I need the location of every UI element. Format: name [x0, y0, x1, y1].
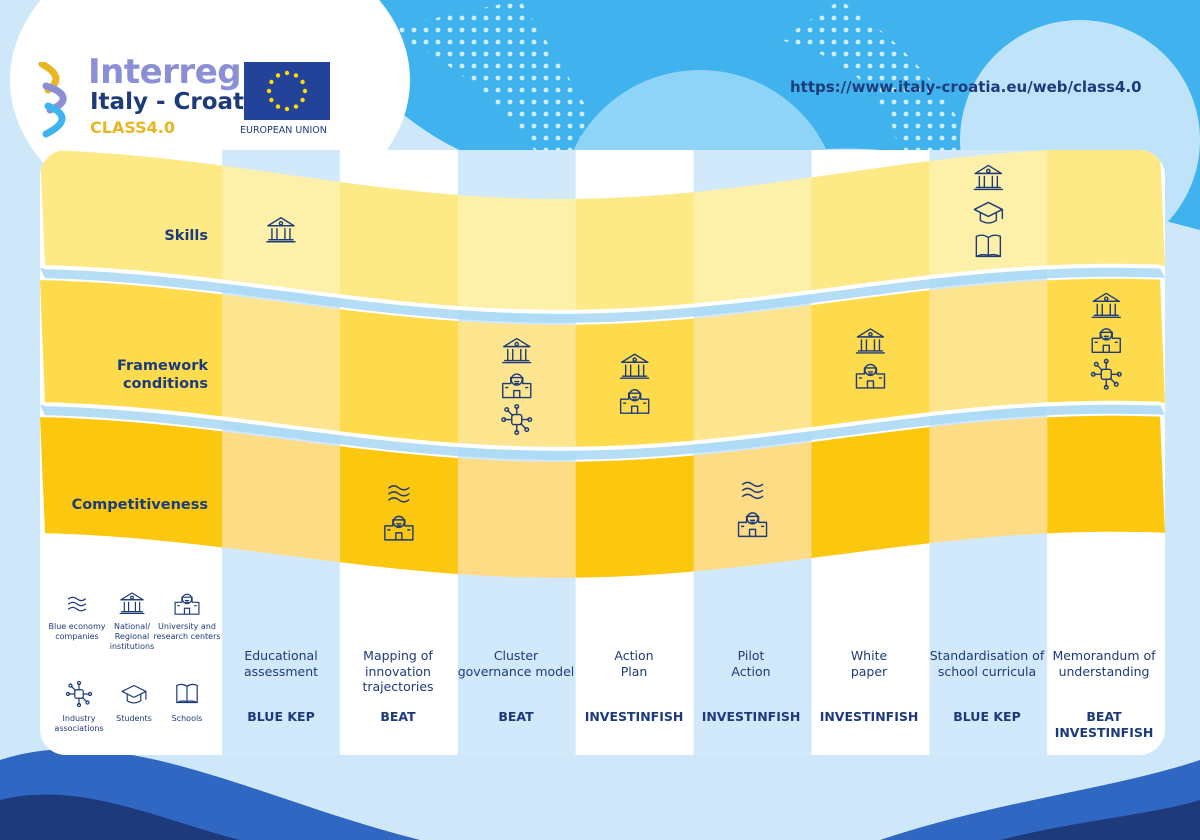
- legend-label-blue-economy: Blue economy companies: [48, 622, 106, 641]
- university-icon: [737, 512, 768, 538]
- university-icon: [384, 515, 414, 541]
- brand-name: Interreg: [88, 52, 242, 92]
- university-icon: [619, 389, 650, 414]
- website-url[interactable]: https://www.italy-croatia.eu/web/class4.…: [790, 78, 1142, 96]
- band-gap-edge: [40, 263, 1165, 314]
- band-framework-conditions: [575, 278, 695, 448]
- band-competitiveness: [811, 415, 930, 578]
- book-icon: [176, 683, 198, 704]
- row-label-competitiveness: Competitiveness: [71, 497, 208, 513]
- institution-icon: [1091, 292, 1121, 319]
- band-framework-conditions: [222, 278, 341, 448]
- column-project: BEAT: [498, 709, 534, 724]
- university-icon: [855, 363, 886, 389]
- row-label-framework-text: Framework conditions: [116, 358, 208, 392]
- network-icon: [1090, 358, 1122, 390]
- network-icon: [501, 404, 533, 436]
- band-gap: [40, 266, 1165, 323]
- institution-icon: [619, 353, 650, 379]
- legend-label-institutions: National/ Regional institutions: [109, 622, 155, 651]
- column-project: BEAT: [380, 709, 416, 724]
- institution-icon: [502, 337, 532, 364]
- column-title: Mapping of innovation trajectories: [362, 648, 434, 694]
- column-project: INVESTINFISH: [819, 709, 919, 724]
- graduation-cap-icon: [973, 201, 1004, 224]
- column-title: Action Plan: [614, 648, 654, 679]
- column-title: Memorandum of understanding: [1052, 648, 1156, 679]
- column-project: BLUE KEP: [953, 709, 1021, 724]
- waves-icon: [388, 485, 410, 503]
- program-name: Italy - Croatia: [90, 89, 268, 115]
- band-skills: [575, 150, 695, 311]
- band-framework-conditions: [811, 278, 930, 448]
- institution-icon: [855, 328, 886, 354]
- eu-flag-icon: [244, 62, 330, 120]
- interreg-logo-mark-icon: [38, 62, 67, 138]
- column-project: INVESTINFISH: [701, 709, 801, 724]
- band-competitiveness: [575, 415, 695, 578]
- band-skills: [811, 150, 930, 311]
- institution-icon: [266, 217, 296, 243]
- band-gap-edge: [40, 400, 1165, 451]
- legend-label-schools: Schools: [171, 714, 203, 723]
- network-icon: [65, 680, 93, 708]
- project-name: CLASS4.0: [90, 118, 175, 137]
- university-icon: [174, 593, 200, 615]
- column-title: Educational assessment: [243, 648, 319, 679]
- legend-label-universities: University and research centers: [153, 622, 221, 641]
- institution-icon: [973, 164, 1004, 191]
- university-icon: [1091, 328, 1121, 354]
- column-project: BEAT INVESTINFISH: [1054, 709, 1154, 740]
- legend-label-students: Students: [116, 714, 152, 723]
- eu-label: EUROPEAN UNION: [240, 125, 327, 136]
- column-title: Cluster governance model: [457, 648, 575, 679]
- band-skills: [222, 150, 341, 311]
- graduation-cap-icon: [121, 684, 147, 704]
- legend-label-industry: Industry associations: [54, 714, 104, 733]
- column-project: INVESTINFISH: [584, 709, 684, 724]
- book-icon: [975, 234, 1002, 258]
- column-title: Standardisation of school curricula: [929, 648, 1045, 679]
- band-competitiveness: [222, 415, 341, 578]
- row-label-framework-conditions: Framework conditions: [28, 357, 208, 393]
- waves-icon: [67, 596, 87, 612]
- row-label-skills: Skills: [164, 228, 208, 244]
- column-project: BLUE KEP: [247, 709, 315, 724]
- column-title: White paper: [850, 648, 888, 679]
- university-icon: [502, 373, 532, 399]
- column-title: Pilot Action: [731, 648, 771, 679]
- band-gap: [40, 403, 1165, 460]
- institution-icon: [119, 592, 145, 614]
- waves-icon: [741, 481, 764, 500]
